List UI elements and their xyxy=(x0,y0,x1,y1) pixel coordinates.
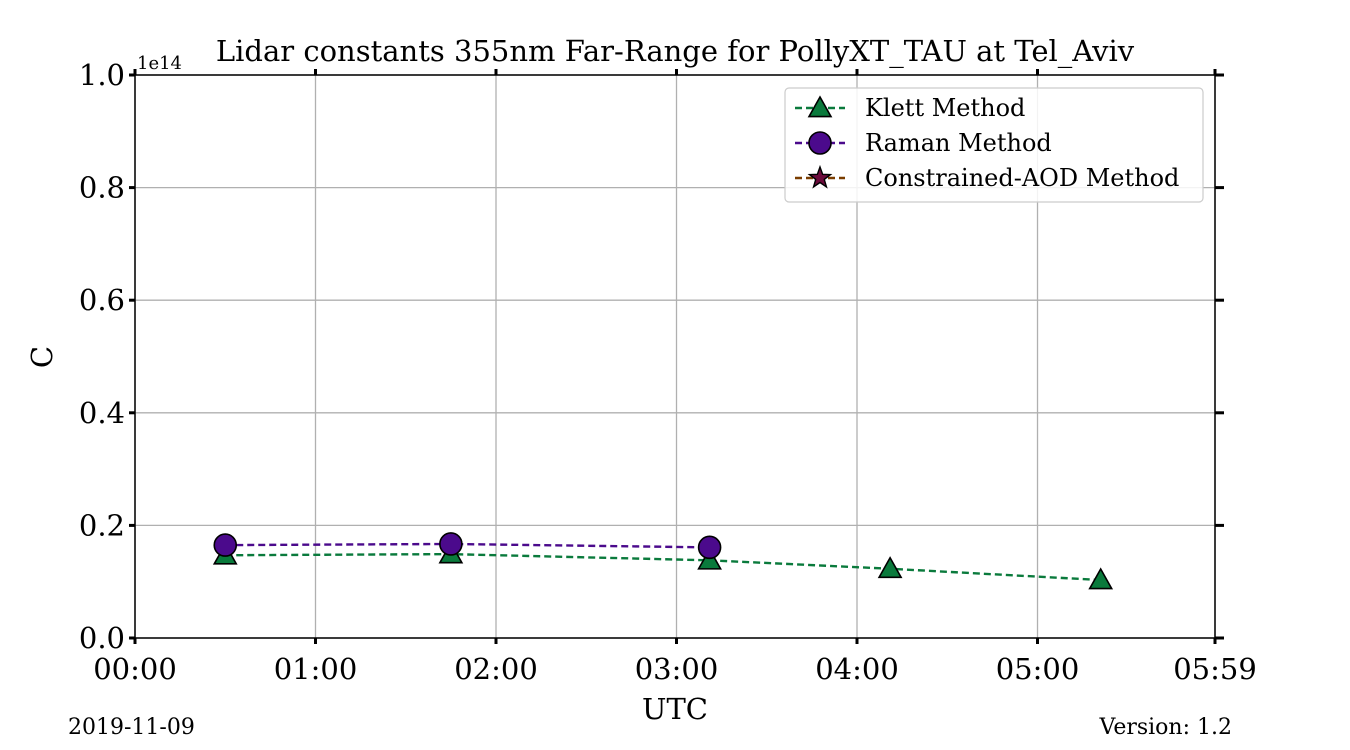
series-klett-method xyxy=(212,541,1114,590)
y-axis-label: C xyxy=(25,346,59,368)
chart-title: Lidar constants 355nm Far-Range for Poll… xyxy=(216,34,1135,69)
x-axis: 00:00 01:00 02:00 03:00 04:00 05:00 05:59 xyxy=(93,69,1257,686)
x-axis-label: UTC xyxy=(642,692,708,726)
y-tick-label: 1.0 xyxy=(79,58,125,92)
x-tick-label: 02:00 xyxy=(454,652,538,686)
data-point xyxy=(439,532,463,556)
series-line xyxy=(225,552,1101,582)
x-tick-label: 01:00 xyxy=(274,652,358,686)
legend-marker xyxy=(807,164,833,189)
footer-version: Version: 1.2 xyxy=(1098,715,1232,740)
legend-item: Raman Method xyxy=(795,129,1052,157)
legend-item: Constrained-AOD Method xyxy=(795,164,1179,192)
legend-label: Raman Method xyxy=(865,129,1052,157)
x-tick-label: 05:59 xyxy=(1173,652,1257,686)
data-point xyxy=(877,556,903,579)
data-point xyxy=(213,533,238,557)
y-tick-label: 0.6 xyxy=(79,283,125,317)
legend-marker xyxy=(807,95,833,118)
y-axis: 0.0 0.2 0.4 0.6 0.8 1.0 xyxy=(79,58,1224,655)
x-tick-label: 05:00 xyxy=(996,652,1080,686)
data-point xyxy=(697,535,722,560)
y-tick-label: 0.2 xyxy=(79,508,125,542)
y-offset-label: 1e14 xyxy=(137,53,182,74)
legend-marker xyxy=(808,131,832,155)
plot-frame xyxy=(134,74,1216,639)
x-tick-label: 04:00 xyxy=(815,652,899,686)
legend-label: Klett Method xyxy=(865,94,1025,122)
series-raman-method xyxy=(213,532,722,560)
series-layer xyxy=(212,532,1114,590)
data-point xyxy=(1088,567,1114,590)
y-tick-label: 0.0 xyxy=(79,621,125,655)
legend: Klett Method Raman Method Constrained-AOD … xyxy=(784,87,1204,203)
series-line xyxy=(225,542,710,549)
x-tick-label: 00:00 xyxy=(93,652,177,686)
y-tick-label: 0.4 xyxy=(79,396,125,430)
y-tick-label: 0.8 xyxy=(79,171,125,205)
x-tick-label: 03:00 xyxy=(635,652,719,686)
legend-label: Constrained-AOD Method xyxy=(865,164,1179,192)
legend-box xyxy=(784,87,1204,203)
footer-date: 2019-11-09 xyxy=(68,715,195,740)
legend-item: Klett Method xyxy=(795,94,1025,122)
